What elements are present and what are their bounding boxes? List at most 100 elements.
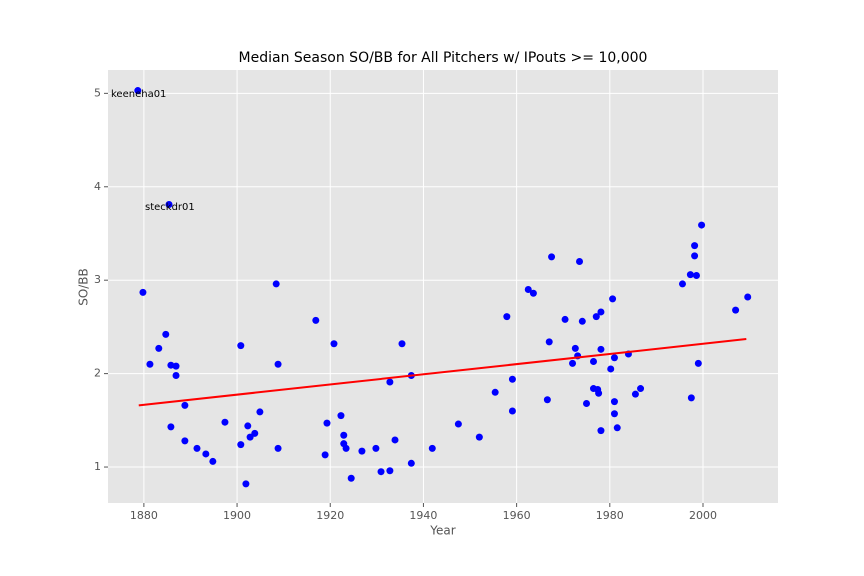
scatter-point xyxy=(244,422,252,430)
scatter-point xyxy=(692,272,700,280)
x-tick-label: 1980 xyxy=(596,509,624,522)
scatter-point xyxy=(529,289,537,297)
scatter-point xyxy=(687,394,695,402)
scatter-point xyxy=(323,419,331,427)
scatter-point xyxy=(221,418,229,426)
scatter-point xyxy=(589,357,597,365)
scatter-point xyxy=(576,258,584,266)
scatter-point xyxy=(503,313,511,321)
scatter-point xyxy=(428,444,436,452)
scatter-point xyxy=(607,365,615,373)
scatter-point xyxy=(237,441,245,449)
scatter-point xyxy=(162,330,170,338)
scatter-point xyxy=(609,295,617,303)
y-tick-label: 4 xyxy=(94,180,101,193)
x-axis-label: Year xyxy=(429,524,455,538)
x-tick-label: 1960 xyxy=(503,509,531,522)
y-tick-label: 3 xyxy=(94,273,101,286)
scatter-point xyxy=(242,480,250,488)
scatter-point xyxy=(155,344,163,352)
scatter-point xyxy=(209,457,217,465)
scatter-point xyxy=(597,427,605,435)
scatter-point xyxy=(202,450,210,458)
scatter-point xyxy=(691,252,699,260)
scatter-point xyxy=(545,338,553,346)
scatter-point xyxy=(251,429,259,437)
scatter-point xyxy=(172,371,180,379)
annotation: keeneha01 xyxy=(111,89,166,100)
y-tick-label: 5 xyxy=(94,86,101,99)
scatter-point xyxy=(167,423,175,431)
scatter-point xyxy=(342,444,350,452)
scatter-point xyxy=(340,431,348,439)
scatter-point xyxy=(744,293,752,301)
scatter-point xyxy=(386,378,394,386)
plot-area xyxy=(108,70,778,503)
scatter-point xyxy=(569,359,577,367)
scatter-point xyxy=(610,410,618,418)
scatter-point xyxy=(597,308,605,316)
scatter-point xyxy=(610,398,618,406)
scatter-point xyxy=(524,286,532,294)
scatter-point xyxy=(694,359,702,367)
scatter-point xyxy=(732,306,740,314)
scatter-point xyxy=(274,360,282,368)
scatter-point xyxy=(377,468,385,476)
chart-title: Median Season SO/BB for All Pitchers w/ … xyxy=(239,50,648,66)
y-tick-label: 1 xyxy=(94,460,101,473)
x-tick-label: 2000 xyxy=(689,509,717,522)
scatter-point xyxy=(613,424,621,432)
scatter-point xyxy=(165,201,173,209)
scatter-point xyxy=(595,389,603,397)
annotation: steckdr01 xyxy=(145,202,195,213)
scatter-point xyxy=(508,407,516,415)
scatter-point xyxy=(561,315,569,323)
scatter-point xyxy=(181,401,189,409)
scatter-point xyxy=(193,444,201,452)
scatter-point xyxy=(274,444,282,452)
scatter-point xyxy=(678,280,686,288)
scatter-point xyxy=(139,288,147,296)
scatter-point xyxy=(237,342,245,350)
scatter-point xyxy=(698,221,706,229)
scatter-point xyxy=(571,344,579,352)
x-tick-label: 1920 xyxy=(316,509,344,522)
scatter-point xyxy=(386,467,394,475)
scatter-point xyxy=(398,340,406,348)
scatter-point xyxy=(372,444,380,452)
scatter-point xyxy=(312,316,320,324)
scatter-point xyxy=(134,87,142,95)
scatter-point xyxy=(475,433,483,441)
scatter-point xyxy=(246,433,254,441)
x-tick-label: 1940 xyxy=(409,509,437,522)
scatter-point xyxy=(181,437,189,445)
scatter-point xyxy=(321,451,329,459)
scatter-point xyxy=(337,412,345,420)
scatter-point xyxy=(391,436,399,444)
scatter-point xyxy=(407,459,415,467)
x-tick-label: 1880 xyxy=(130,509,158,522)
scatter-point xyxy=(256,408,264,416)
scatter-point xyxy=(691,242,699,250)
scatter-point xyxy=(597,345,605,353)
scatter-point xyxy=(548,253,556,261)
scatter-point xyxy=(578,317,586,325)
scatter-point xyxy=(330,340,338,348)
scatter-point xyxy=(508,375,516,383)
scatter-point xyxy=(686,271,694,279)
scatter-point xyxy=(631,390,639,398)
scatter-point xyxy=(146,360,154,368)
scatter-point xyxy=(358,447,366,455)
trend-line xyxy=(138,338,747,407)
scatter-point xyxy=(610,354,618,362)
y-tick-label: 2 xyxy=(94,367,101,380)
scatter-point xyxy=(272,280,280,288)
scatter-point xyxy=(583,400,591,408)
x-tick-label: 1900 xyxy=(223,509,251,522)
scatter-point xyxy=(491,388,499,396)
y-axis-label: SO/BB xyxy=(77,268,91,306)
scatter-point xyxy=(543,396,551,404)
scatter-point xyxy=(454,420,462,428)
scatter-point xyxy=(347,474,355,482)
